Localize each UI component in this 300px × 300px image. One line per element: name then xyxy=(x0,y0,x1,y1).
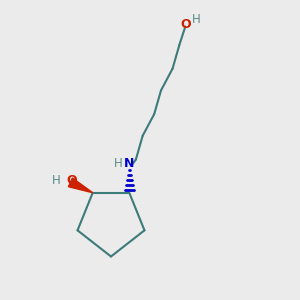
Text: O: O xyxy=(180,18,191,31)
Text: O: O xyxy=(67,174,77,187)
Text: H: H xyxy=(52,174,60,187)
Polygon shape xyxy=(68,178,93,193)
Text: H: H xyxy=(113,157,122,170)
Text: N: N xyxy=(124,157,134,170)
Text: H: H xyxy=(192,14,201,26)
